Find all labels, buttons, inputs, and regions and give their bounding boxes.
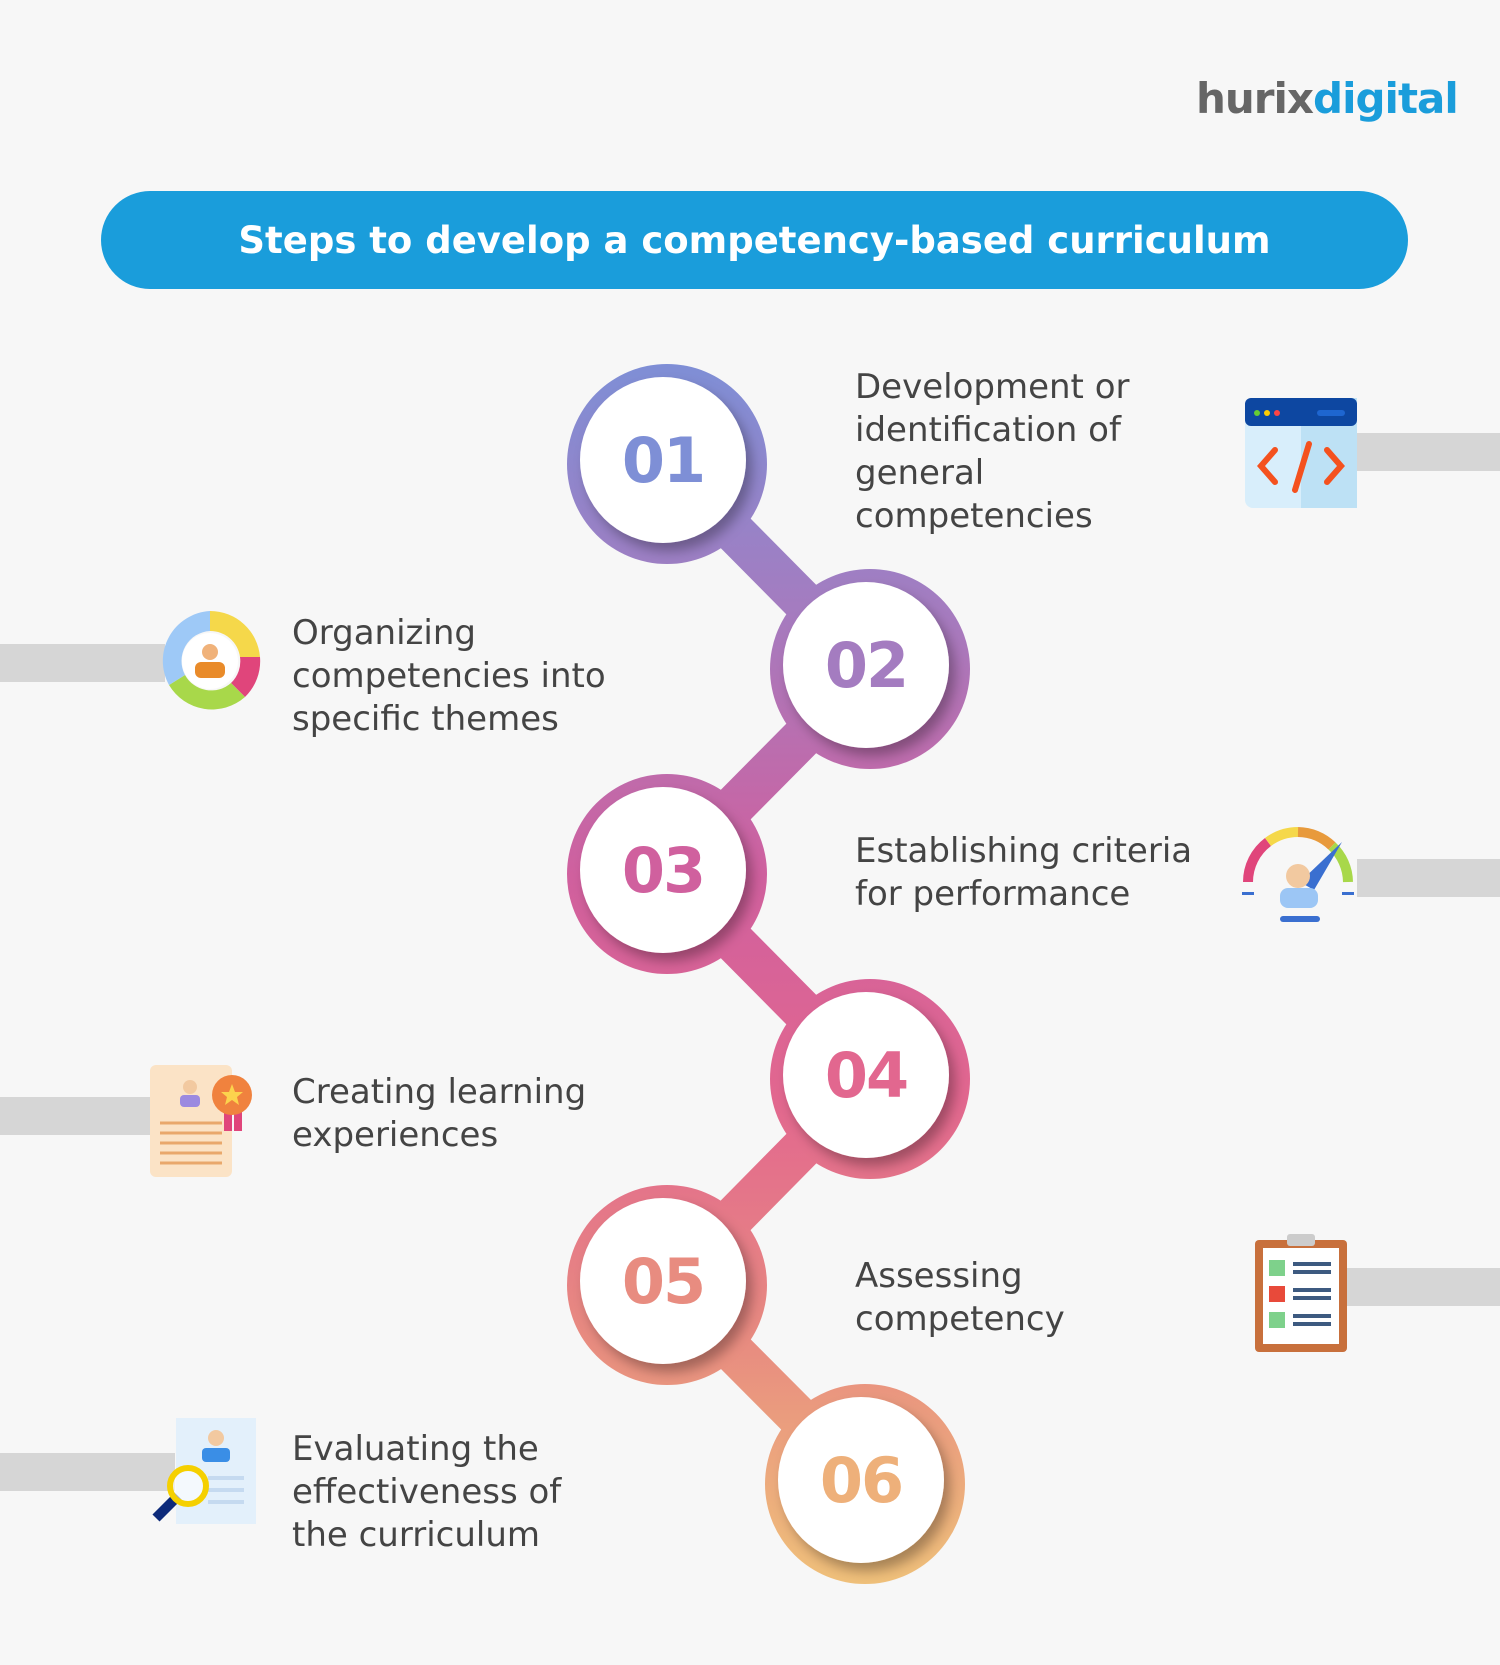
left-bar-4	[0, 1097, 155, 1135]
step-1-text: Development or identification of general…	[855, 367, 1130, 536]
logo-part2: digital	[1313, 74, 1459, 123]
left-bar-6	[0, 1453, 175, 1491]
right-bar-3	[1357, 859, 1500, 897]
step-6-text: Evaluating the effectiveness of the curr…	[292, 1429, 562, 1555]
step-inner-circle	[778, 1397, 944, 1563]
performance-gauge-icon	[1242, 827, 1354, 922]
step-number: 01	[621, 423, 706, 497]
checklist-clipboard-icon	[1255, 1234, 1347, 1352]
step-number: 04	[824, 1038, 909, 1112]
step-4-text: Creating learning experiences	[292, 1072, 587, 1155]
step-inner-circle	[580, 377, 746, 543]
step-number: 03	[621, 833, 706, 907]
step-inner-circle	[783, 582, 949, 748]
step-inner-circle	[580, 1198, 746, 1364]
certificate-icon	[150, 1065, 252, 1177]
step-inner-circle	[783, 992, 949, 1158]
right-bar-1	[1357, 433, 1500, 471]
step-number: 06	[819, 1443, 904, 1517]
step-3-text: Establishing criteria for performance	[855, 831, 1193, 914]
step-number: 02	[824, 628, 909, 702]
hurix-digital-logo: hurixdigital	[1196, 74, 1459, 123]
profile-magnifier-icon	[152, 1418, 256, 1524]
right-bar-5	[1340, 1268, 1500, 1306]
left-bar-2	[0, 644, 165, 682]
title-banner: Steps to develop a competency-based curr…	[101, 191, 1408, 289]
user-donut-chart-icon	[162, 610, 261, 710]
step-inner-circle	[580, 787, 746, 953]
step-2-text: Organizing competencies into specific th…	[292, 613, 606, 739]
logo-part1: hurix	[1196, 74, 1314, 123]
step-5-text: Assessing competency	[855, 1256, 1065, 1339]
code-window-icon	[1245, 398, 1357, 508]
step-number: 05	[621, 1244, 706, 1318]
